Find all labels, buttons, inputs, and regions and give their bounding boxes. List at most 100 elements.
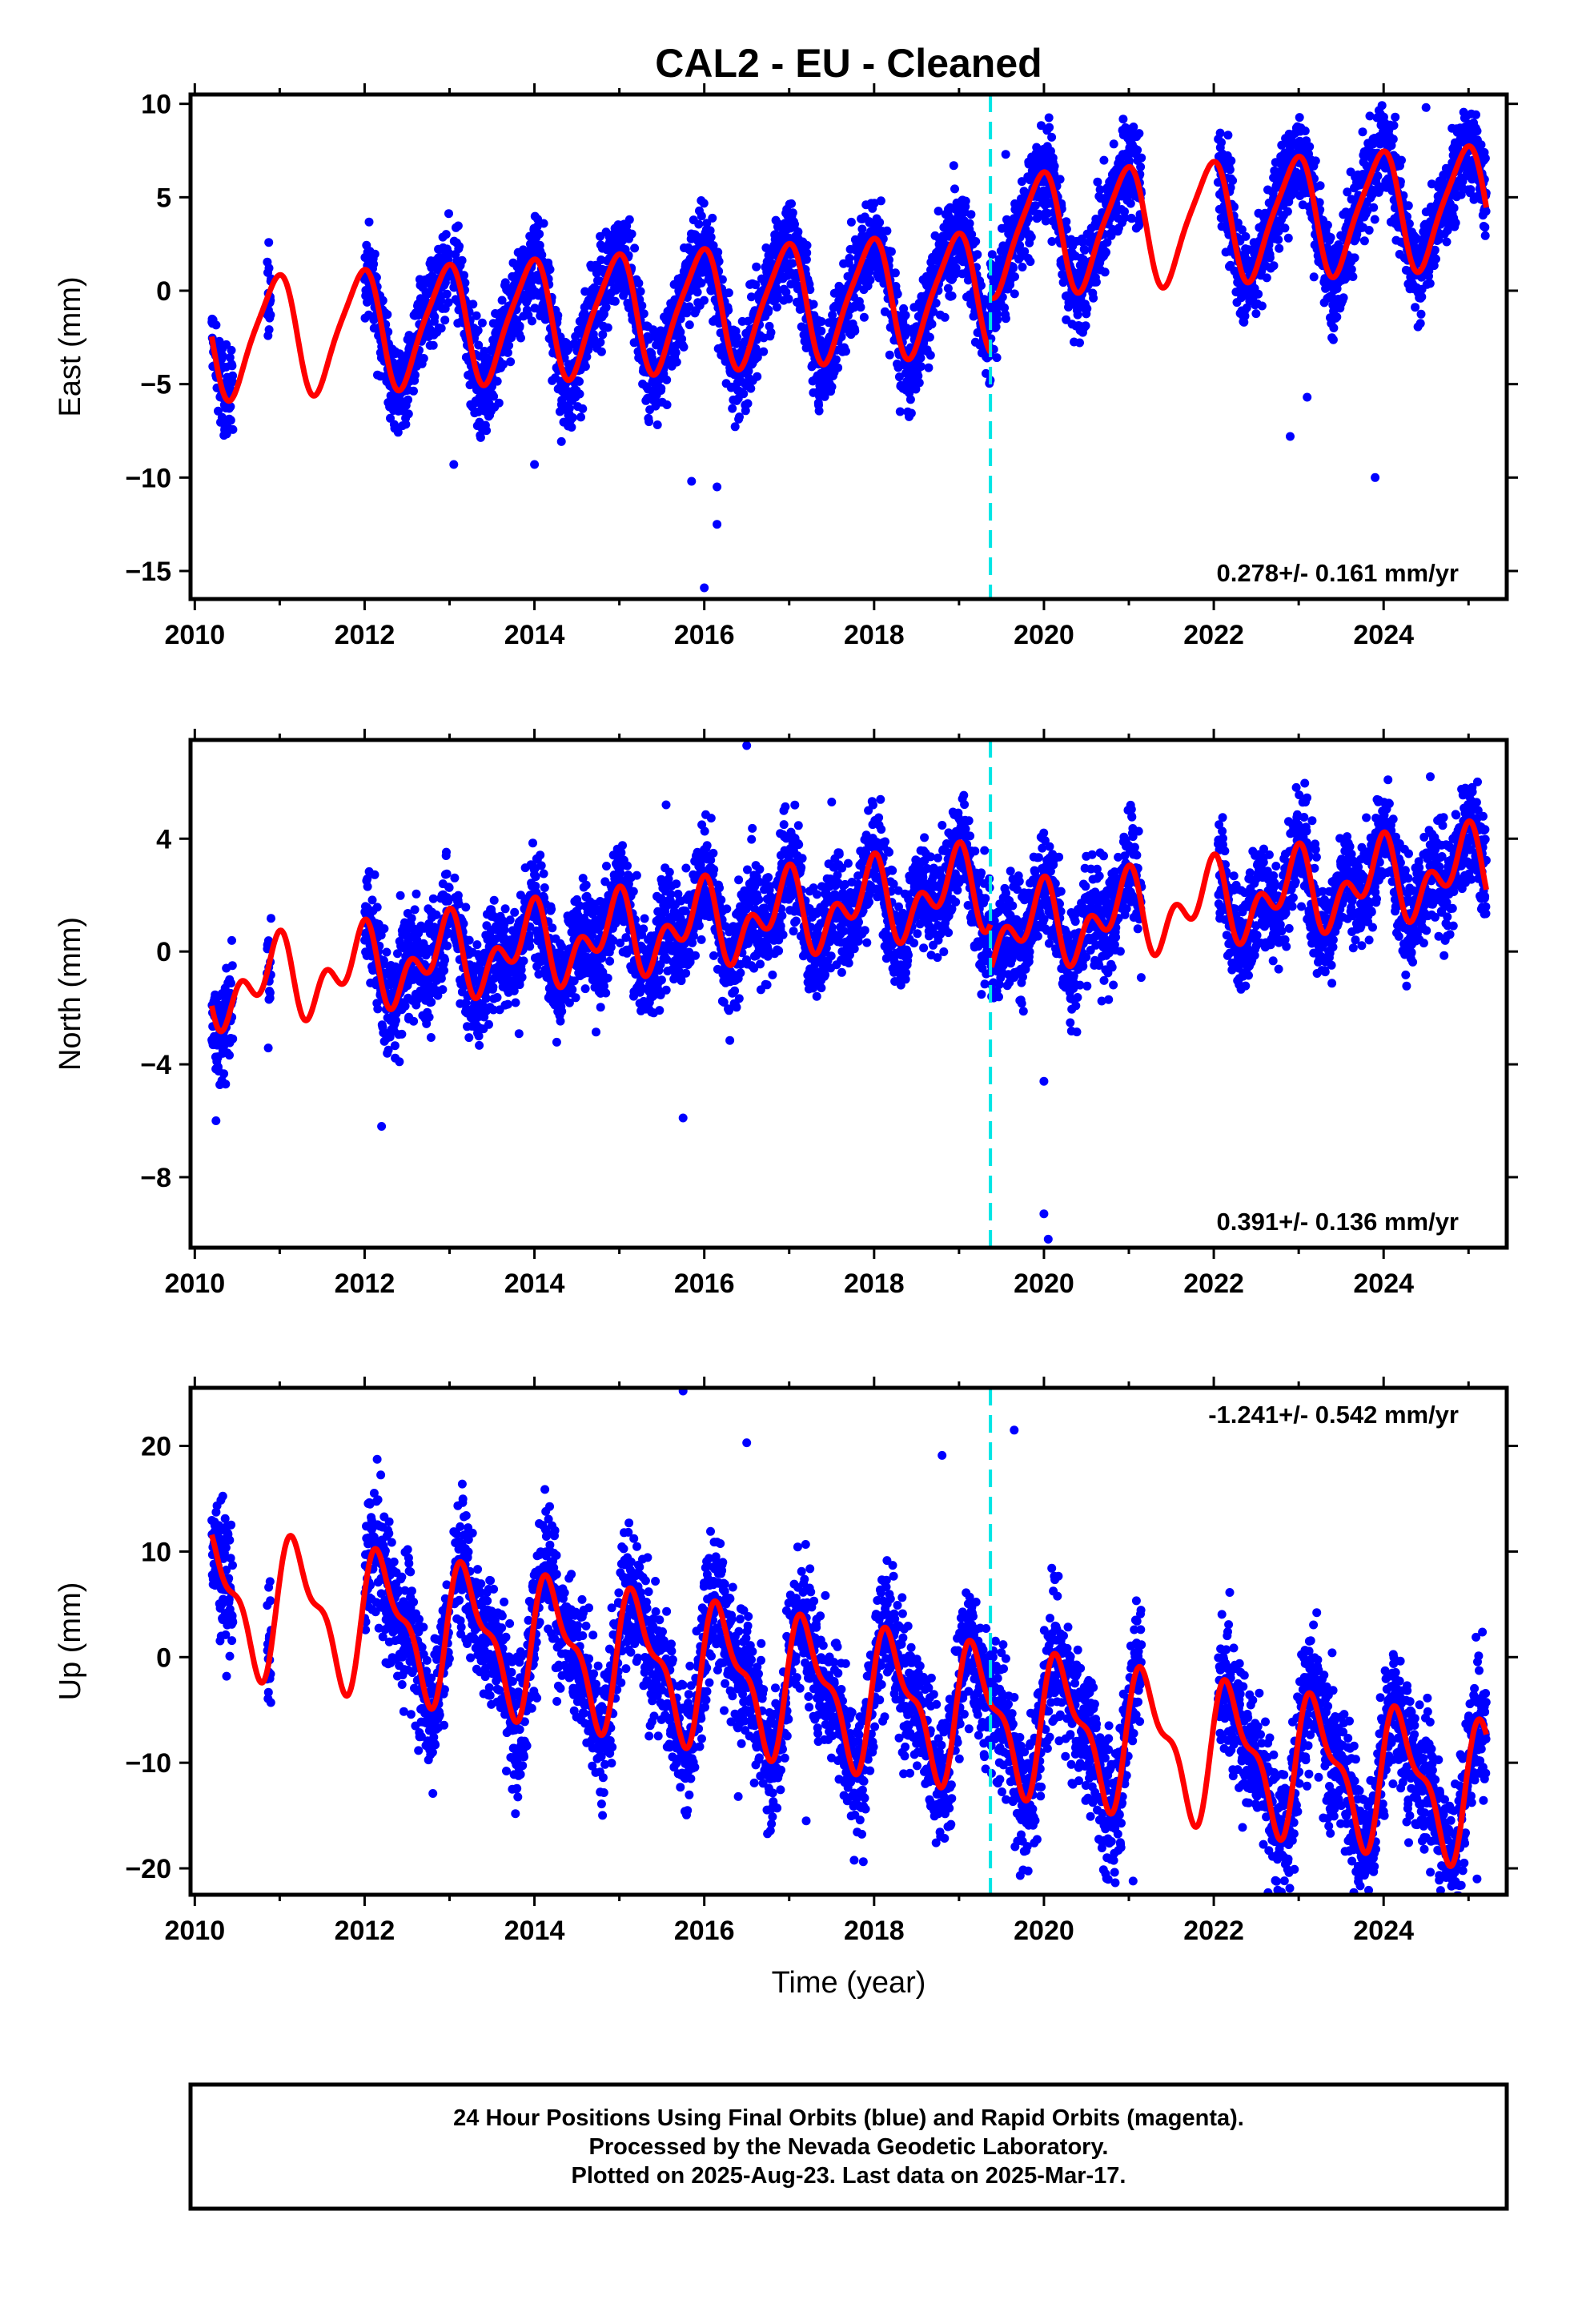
data-point xyxy=(713,482,722,492)
data-point xyxy=(568,413,577,422)
data-point xyxy=(407,914,416,923)
data-point xyxy=(576,412,585,422)
data-point xyxy=(1359,236,1369,246)
data-point xyxy=(400,1001,410,1011)
data-point xyxy=(442,289,452,299)
y-tick-label: 10 xyxy=(141,90,171,120)
x-tick-label: 2024 xyxy=(1353,620,1414,650)
data-point xyxy=(444,298,453,308)
data-point xyxy=(580,362,590,372)
data-point xyxy=(1305,142,1315,151)
data-point xyxy=(809,300,818,309)
data-point xyxy=(1300,127,1310,135)
data-point xyxy=(1047,237,1057,246)
data-point xyxy=(404,395,412,404)
data-point xyxy=(1391,112,1400,122)
data-point xyxy=(499,360,508,369)
data-point xyxy=(971,237,981,246)
data-point xyxy=(1472,110,1480,119)
data-point xyxy=(926,351,935,360)
data-point xyxy=(717,275,727,284)
data-point xyxy=(1001,314,1010,324)
data-point xyxy=(1082,304,1092,313)
data-point xyxy=(444,209,453,219)
x-tick-label: 2018 xyxy=(844,620,905,650)
data-point xyxy=(1403,201,1413,211)
data-point xyxy=(1102,247,1110,257)
data-point xyxy=(1329,324,1339,332)
data-point xyxy=(265,988,275,998)
data-point xyxy=(369,259,379,269)
data-point xyxy=(441,230,451,239)
data-point xyxy=(1311,156,1320,166)
data-point xyxy=(404,409,413,419)
data-point xyxy=(841,347,850,356)
data-point xyxy=(409,386,418,396)
data-point xyxy=(528,316,536,326)
data-point xyxy=(766,328,776,337)
data-point xyxy=(263,1043,273,1053)
data-point xyxy=(1251,309,1261,319)
data-point xyxy=(752,262,761,271)
data-point xyxy=(1262,273,1271,283)
data-point xyxy=(472,311,481,320)
data-point xyxy=(379,924,389,934)
data-point xyxy=(227,935,236,945)
data-point xyxy=(489,392,499,401)
data-point xyxy=(228,1034,238,1043)
data-point xyxy=(1377,101,1387,111)
panel-east: 2010 2012 2014 2016 2018 2020 2022 20241050−5−1… xyxy=(54,83,1518,650)
data-point xyxy=(865,275,875,285)
data-point xyxy=(401,420,411,429)
data-point xyxy=(227,361,237,371)
data-point xyxy=(685,320,694,330)
data-point xyxy=(993,315,1002,324)
data-point xyxy=(916,362,926,372)
data-point xyxy=(503,348,512,357)
data-point xyxy=(225,1051,234,1060)
data-point xyxy=(1081,321,1090,331)
x-tick-label: 2016 xyxy=(674,620,735,650)
data-point xyxy=(378,296,387,305)
data-point xyxy=(787,199,796,208)
data-point xyxy=(1240,312,1250,321)
data-point xyxy=(580,287,590,296)
data-point xyxy=(211,320,221,330)
data-point xyxy=(553,311,563,320)
panels: 2010 2012 2014 2016 2018 2020 2022 20241050−5−1… xyxy=(54,83,1518,1946)
data-point xyxy=(662,400,672,409)
data-point xyxy=(1339,293,1348,303)
data-point xyxy=(410,905,420,915)
data-point xyxy=(266,310,275,320)
data-point xyxy=(600,309,608,319)
data-point xyxy=(516,333,525,343)
data-point xyxy=(662,375,672,384)
data-point xyxy=(611,285,620,295)
data-point xyxy=(943,283,953,293)
data-point xyxy=(1358,127,1367,137)
data-point xyxy=(1411,303,1420,312)
x-tick-label: 2020 xyxy=(1014,620,1074,650)
data-point xyxy=(788,208,797,218)
data-point xyxy=(708,213,717,223)
data-point xyxy=(440,316,450,325)
data-point xyxy=(1045,123,1054,132)
data-point xyxy=(885,350,894,360)
data-point xyxy=(624,215,634,224)
data-point xyxy=(901,311,910,320)
data-point xyxy=(411,370,420,380)
y-axis-label: East (mm) xyxy=(54,276,87,416)
data-point xyxy=(1048,153,1058,163)
data-point xyxy=(468,300,478,309)
data-point xyxy=(575,389,584,399)
data-point xyxy=(473,326,483,336)
data-point xyxy=(859,312,869,322)
data-point xyxy=(556,436,566,446)
velocity-annotation: 0.278+/- 0.161 mm/yr xyxy=(1217,559,1459,587)
data-point xyxy=(1480,231,1490,240)
data-point xyxy=(916,353,926,363)
data-point xyxy=(882,226,892,235)
data-point xyxy=(500,278,510,287)
